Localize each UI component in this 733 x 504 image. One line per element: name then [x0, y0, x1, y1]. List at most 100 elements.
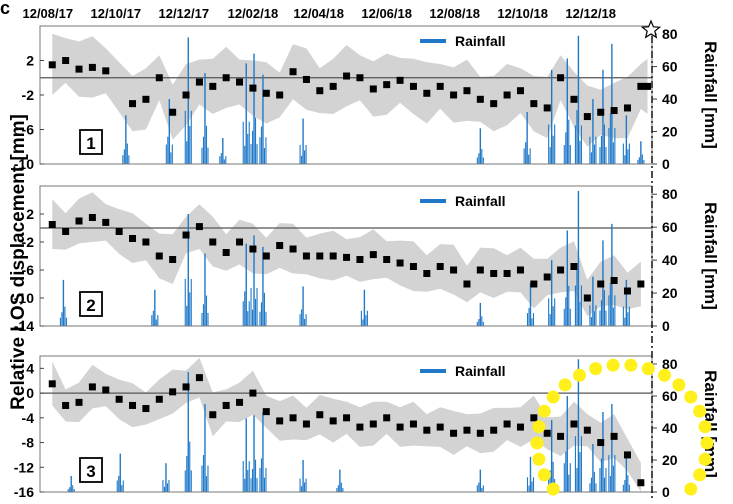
highlight-circle: [530, 358, 714, 496]
displacement-point: [249, 84, 257, 92]
rainfall-bar: [201, 404, 209, 492]
rainfall-bar: [563, 396, 571, 492]
displacement-point: [102, 218, 110, 226]
displacement-point: [557, 74, 565, 82]
displacement-point: [503, 270, 511, 277]
displacement-point: [644, 82, 652, 90]
displacement-point: [490, 270, 498, 277]
panel-1: 2 -2 -6 -10 80 60 40 20 0 Rainfall [mm] Rainfall 1: [14, 25, 720, 172]
panel-label-box: [79, 291, 103, 317]
displacement-point: [195, 223, 203, 231]
panel-label: 2: [86, 296, 95, 315]
displacement-point: [623, 451, 631, 459]
rainfall-bar: [201, 73, 209, 164]
rainfall-bar: [599, 412, 607, 492]
displacement-point: [476, 266, 484, 274]
displacement-point: [610, 432, 618, 440]
y2-tick-label: 80: [662, 26, 678, 42]
figure-label: c: [0, 0, 10, 18]
displacement-point: [276, 91, 284, 99]
displacement-point: [88, 383, 96, 391]
highlight-dot: [693, 468, 707, 482]
displacement-point: [155, 252, 163, 260]
displacement-point: [383, 256, 391, 263]
displacement-point: [222, 74, 230, 82]
y-tick-label: -12: [14, 459, 34, 475]
rainfall-bar: [201, 253, 209, 326]
highlight-dot: [693, 404, 707, 418]
displacement-point: [236, 238, 244, 246]
displacement-point: [369, 85, 377, 93]
y2-tick-label: 80: [662, 356, 678, 372]
displacement-point: [249, 389, 257, 397]
displacement-point: [490, 426, 498, 434]
displacement-point: [182, 231, 190, 239]
displacement-point: [262, 252, 270, 260]
displacement-point: [570, 263, 578, 270]
displacement-point: [329, 82, 337, 90]
rainfall-bar: [242, 63, 250, 164]
displacement-point: [75, 217, 83, 225]
highlight-dot: [532, 420, 546, 434]
displacement-point: [597, 439, 605, 447]
rainfall-bar: [219, 138, 227, 164]
displacement-point: [343, 72, 351, 80]
rainfall-bar: [336, 469, 344, 492]
highlight-dot: [589, 362, 603, 376]
x-tick-label: 12/02/18: [228, 6, 279, 21]
y2-tick-label: 20: [662, 452, 678, 468]
displacement-point: [356, 256, 364, 263]
displacement-point: [62, 228, 70, 235]
displacement-point: [637, 280, 645, 288]
displacement-point: [129, 401, 137, 409]
rainfall-bar: [476, 128, 484, 164]
displacement-point: [62, 401, 70, 409]
displacement-point: [142, 95, 150, 103]
displacement-point: [383, 414, 391, 422]
rainfall-bar: [574, 190, 582, 326]
y2-tick-label: 40: [662, 252, 678, 268]
displacement-point: [115, 395, 123, 403]
displacement-point: [88, 214, 96, 221]
x-tick-label: 12/12/18: [565, 6, 616, 21]
displacement-point: [436, 263, 444, 270]
y2-tick-label: 40: [662, 91, 678, 107]
rainfall-bar: [526, 283, 535, 326]
highlight-dot: [658, 368, 671, 382]
displacement-point: [142, 405, 150, 413]
displacement-point: [209, 82, 217, 90]
displacement-point: [516, 423, 524, 431]
displacement-point: [476, 95, 484, 103]
highlight-dot: [532, 452, 546, 466]
displacement-point: [423, 426, 431, 434]
highlight-dot: [537, 404, 551, 418]
displacement-point: [583, 113, 591, 121]
y-tick-label: 0: [26, 385, 34, 401]
displacement-point: [169, 108, 177, 116]
legend: Rainfall: [420, 193, 506, 209]
legend: Rainfall: [420, 363, 506, 379]
rainfall-bar: [122, 115, 130, 164]
highlight-dot: [672, 378, 686, 392]
highlight-dot: [698, 452, 712, 466]
displacement-point: [450, 429, 458, 437]
y2-axis-title: Rainfall [mm]: [701, 41, 720, 149]
displacement-point: [476, 429, 484, 437]
highlight-dot: [641, 362, 655, 376]
displacement-point: [530, 414, 538, 422]
x-tick-label: 12/08/17: [22, 6, 73, 21]
rainfall-bar: [622, 115, 630, 164]
y-tick-label: -16: [14, 484, 34, 500]
displacement-point: [195, 374, 203, 382]
displacement-point: [75, 398, 83, 406]
x-tick-label: 12/06/18: [361, 6, 412, 21]
rainfall-bar: [476, 469, 484, 492]
y-tick-label: -8: [22, 435, 35, 451]
displacement-point: [129, 100, 137, 108]
displacement-point: [583, 426, 591, 434]
displacement-point: [62, 57, 70, 64]
displacement-point: [289, 245, 297, 253]
displacement-point: [450, 266, 458, 274]
